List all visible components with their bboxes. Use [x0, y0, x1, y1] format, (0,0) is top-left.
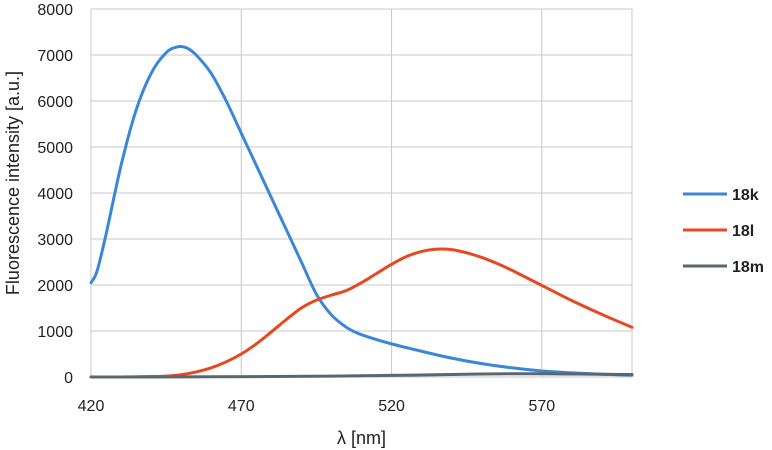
x-tick-label: 470: [228, 398, 255, 415]
legend-label-18k: 18k: [732, 187, 759, 204]
y-tick-label: 5000: [37, 140, 73, 157]
series-line-18m: [89, 372, 634, 379]
y-tick-label: 1000: [37, 324, 73, 341]
y-axis-title: Fluorescence intensity [a.u.]: [3, 71, 23, 295]
series-line-18l: [89, 247, 634, 379]
legend-label-18l: 18l: [732, 223, 754, 240]
y-tick-label: 2000: [37, 278, 73, 295]
tick-labels: 0 1000 2000 3000 4000 5000 6000 7000 8000 420 470 5…: [37, 2, 555, 415]
y-tick-label: 8000: [37, 2, 73, 19]
series-lines: [89, 44, 634, 379]
y-tick-label: 7000: [37, 48, 73, 65]
x-tick-label: 520: [378, 398, 405, 415]
legend-label-18m: 18m: [732, 259, 764, 276]
y-tick-label: 6000: [37, 94, 73, 111]
x-tick-label: 420: [78, 398, 105, 415]
x-tick-label: 570: [528, 398, 555, 415]
series-line-18k: [89, 44, 634, 377]
y-tick-label: 4000: [37, 186, 73, 203]
legend: 18k 18l 18m: [683, 187, 764, 276]
x-axis-title: λ [nm]: [337, 428, 386, 448]
grid-lines: [90, 8, 633, 378]
y-tick-label: 0: [64, 370, 73, 387]
y-tick-label: 3000: [37, 232, 73, 249]
